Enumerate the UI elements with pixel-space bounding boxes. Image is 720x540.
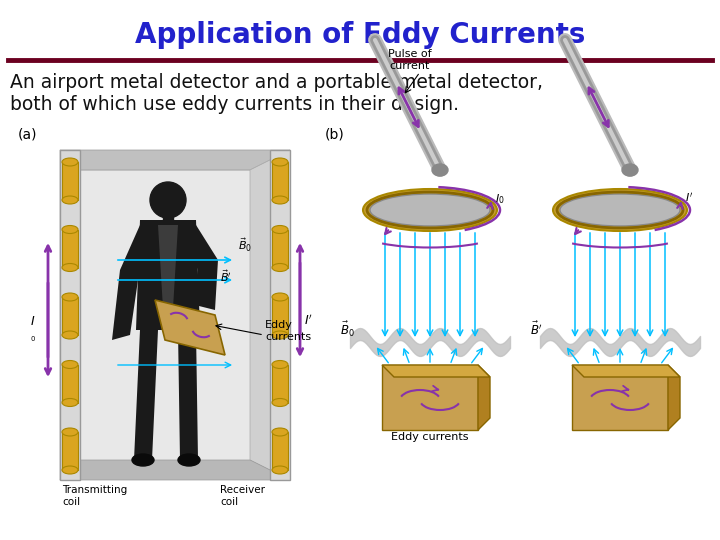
- Ellipse shape: [272, 293, 288, 301]
- Bar: [62, 230, 78, 267]
- Text: Pulse of
current: Pulse of current: [388, 49, 432, 71]
- Bar: [572, 365, 668, 430]
- Ellipse shape: [272, 428, 288, 436]
- Circle shape: [150, 182, 186, 218]
- Polygon shape: [136, 220, 200, 330]
- Bar: [62, 432, 78, 470]
- Ellipse shape: [178, 454, 200, 466]
- Bar: [272, 162, 288, 200]
- Polygon shape: [181, 225, 218, 310]
- Text: Eddy
currents: Eddy currents: [265, 320, 311, 342]
- Bar: [382, 365, 478, 430]
- Text: Receiver
coil: Receiver coil: [220, 485, 265, 507]
- Text: (b): (b): [325, 127, 345, 141]
- Polygon shape: [60, 150, 80, 480]
- Polygon shape: [178, 330, 198, 460]
- Ellipse shape: [432, 164, 448, 176]
- Text: $I$: $I$: [30, 315, 35, 328]
- Bar: [62, 364, 78, 402]
- Text: $\vec{B}'$: $\vec{B}'$: [530, 321, 542, 338]
- Text: Eddy currents: Eddy currents: [391, 432, 469, 442]
- Text: $_0$: $_0$: [30, 334, 36, 344]
- Ellipse shape: [363, 189, 497, 231]
- Ellipse shape: [370, 194, 490, 226]
- Polygon shape: [80, 170, 250, 460]
- Ellipse shape: [272, 264, 288, 272]
- Ellipse shape: [272, 399, 288, 407]
- Polygon shape: [478, 365, 490, 430]
- Bar: [163, 210, 173, 222]
- Ellipse shape: [553, 189, 687, 231]
- Polygon shape: [668, 365, 680, 430]
- Ellipse shape: [62, 428, 78, 436]
- Text: $I'$: $I'$: [304, 314, 312, 328]
- Bar: [62, 162, 78, 200]
- Polygon shape: [60, 150, 80, 480]
- Ellipse shape: [62, 226, 78, 233]
- Polygon shape: [270, 150, 290, 480]
- Ellipse shape: [62, 158, 78, 166]
- Polygon shape: [250, 150, 290, 480]
- Text: $I'$: $I'$: [685, 191, 693, 204]
- Ellipse shape: [272, 196, 288, 204]
- Ellipse shape: [62, 466, 78, 474]
- Ellipse shape: [132, 454, 154, 466]
- Polygon shape: [158, 225, 178, 325]
- Ellipse shape: [272, 226, 288, 233]
- Polygon shape: [60, 460, 290, 480]
- Text: $\vec{B}_0$: $\vec{B}_0$: [238, 237, 252, 254]
- Ellipse shape: [62, 361, 78, 368]
- Polygon shape: [382, 365, 490, 377]
- Polygon shape: [112, 225, 155, 340]
- Ellipse shape: [622, 164, 638, 176]
- Polygon shape: [134, 330, 158, 460]
- Text: Transmitting
coil: Transmitting coil: [62, 485, 127, 507]
- Ellipse shape: [560, 194, 680, 226]
- Polygon shape: [155, 300, 225, 355]
- Text: Application of Eddy Currents: Application of Eddy Currents: [135, 21, 585, 49]
- Text: (a): (a): [18, 127, 37, 141]
- Ellipse shape: [62, 264, 78, 272]
- Ellipse shape: [272, 466, 288, 474]
- Ellipse shape: [62, 293, 78, 301]
- Bar: [272, 230, 288, 267]
- Polygon shape: [572, 365, 680, 377]
- Ellipse shape: [62, 399, 78, 407]
- Polygon shape: [60, 150, 290, 170]
- Text: both of which use eddy currents in their design.: both of which use eddy currents in their…: [10, 94, 459, 113]
- Bar: [272, 364, 288, 402]
- Bar: [272, 297, 288, 335]
- Text: $\vec{B}_0$: $\vec{B}_0$: [340, 320, 355, 339]
- Ellipse shape: [272, 331, 288, 339]
- Bar: [62, 297, 78, 335]
- Bar: [272, 432, 288, 470]
- Text: $\vec{B}'$: $\vec{B}'$: [220, 268, 232, 284]
- Ellipse shape: [272, 361, 288, 368]
- Ellipse shape: [62, 331, 78, 339]
- Ellipse shape: [272, 158, 288, 166]
- Text: $I_0$: $I_0$: [495, 192, 505, 206]
- Text: An airport metal detector and a portable metal detector,: An airport metal detector and a portable…: [10, 72, 543, 91]
- Ellipse shape: [62, 196, 78, 204]
